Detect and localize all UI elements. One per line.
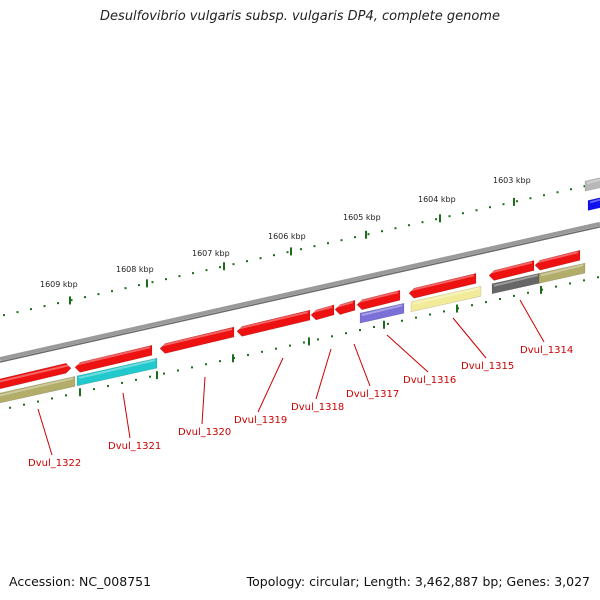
gene-block — [538, 262, 586, 284]
gene-highlight — [336, 301, 354, 308]
scale-label: 1606 kbp — [268, 232, 306, 241]
gene-highlight — [589, 198, 600, 204]
gene-label-leader — [122, 392, 131, 439]
gene-label-leader — [386, 334, 429, 373]
gene-label: Dvul_1316 — [403, 375, 456, 386]
gene-label-leader — [37, 408, 53, 456]
gene-label-leader — [201, 376, 206, 425]
gene-label-leader — [353, 343, 371, 387]
gene-block — [236, 309, 311, 337]
scale-labels: 1609 kbp 1608 kbp 1607 kbp 1606 kbp 1605 kbp… — [40, 176, 531, 289]
gene-block — [534, 249, 581, 271]
gene-block — [356, 289, 401, 311]
backbone-shadow — [0, 226, 600, 363]
gene-block — [0, 362, 72, 390]
gene-block — [488, 260, 535, 281]
gene-block — [310, 304, 335, 321]
gene-block — [408, 272, 477, 299]
gene-highlight — [361, 304, 403, 317]
gene-highlight — [493, 274, 539, 287]
gene-block — [587, 197, 600, 211]
gene-highlight — [358, 291, 399, 303]
scale-label: 1607 kbp — [192, 249, 230, 258]
gene-highlight — [540, 264, 584, 277]
scale-label: 1603 kbp — [493, 176, 531, 185]
gene-label-leader — [257, 357, 284, 413]
gene-block — [410, 285, 482, 313]
outer-scale-ticks — [3, 182, 599, 317]
gene-highlight — [76, 346, 151, 366]
gene-label: Dvul_1322 — [28, 458, 81, 469]
scale-label: 1608 kbp — [116, 265, 154, 274]
gene-features — [0, 177, 600, 404]
gene-block — [359, 302, 405, 324]
gene-highlight — [412, 287, 480, 305]
gene-highlight — [586, 178, 600, 185]
gene-block — [74, 344, 153, 373]
accession-text: Accession: NC_008751 — [9, 574, 152, 589]
gene-block — [334, 299, 356, 315]
inner-scale-ticks — [9, 276, 599, 409]
map-title: Desulfovibrio vulgaris subsp. vulgaris D… — [100, 9, 500, 24]
gene-highlight — [0, 364, 70, 383]
scale-label: 1605 kbp — [343, 213, 381, 222]
gene-label: Dvul_1318 — [291, 402, 344, 413]
gene-label-leader — [315, 348, 332, 400]
gene-highlight — [78, 359, 156, 379]
backbone-line — [0, 221, 600, 361]
gene-highlight — [0, 377, 74, 397]
gene-block — [584, 177, 600, 192]
gene-label-leaders — [37, 299, 545, 456]
scale-label: 1604 kbp — [418, 195, 456, 204]
gene-block — [0, 375, 76, 404]
gene-block — [159, 326, 235, 354]
gene-block — [76, 357, 158, 387]
genome-summary-text: Topology: circular; Length: 3,462,887 bp… — [246, 574, 590, 589]
scale-label: 1609 kbp — [40, 280, 78, 289]
gene-highlight — [536, 251, 579, 264]
gene-highlight — [490, 261, 533, 274]
gene-label-leader — [519, 299, 545, 343]
gene-label: Dvul_1320 — [178, 427, 231, 438]
gene-label: Dvul_1319 — [234, 415, 287, 426]
gene-label: Dvul_1314 — [520, 345, 573, 356]
gene-label-leader — [452, 317, 487, 359]
gene-label: Dvul_1321 — [108, 441, 161, 452]
gene-highlight — [410, 274, 475, 292]
gene-highlight — [238, 311, 309, 330]
gene-label: Dvul_1315 — [461, 361, 514, 372]
gene-highlight — [161, 328, 233, 347]
genome-backbone — [0, 221, 600, 363]
gene-label: Dvul_1317 — [346, 389, 399, 400]
gene-highlight — [312, 305, 333, 313]
